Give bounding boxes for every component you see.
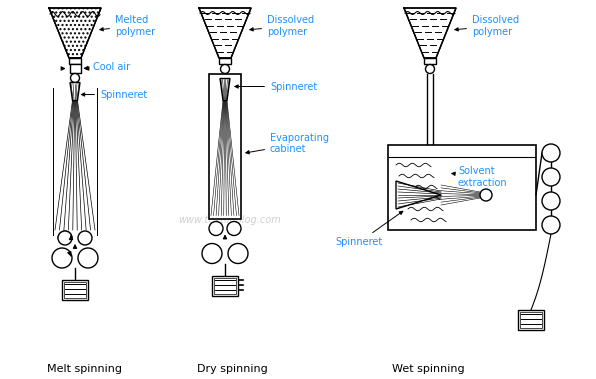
Circle shape	[542, 144, 560, 162]
Polygon shape	[199, 8, 251, 58]
Circle shape	[70, 74, 79, 83]
Text: Dry spinning: Dry spinning	[197, 364, 268, 374]
Circle shape	[209, 221, 223, 235]
Bar	[69, 58, 81, 64]
Polygon shape	[404, 8, 456, 58]
Circle shape	[228, 243, 248, 263]
Circle shape	[78, 248, 98, 268]
Polygon shape	[396, 181, 441, 209]
Polygon shape	[220, 78, 230, 100]
Text: Spinneret: Spinneret	[235, 81, 317, 91]
Circle shape	[426, 64, 434, 74]
Circle shape	[542, 192, 560, 210]
Circle shape	[480, 189, 492, 201]
Circle shape	[78, 231, 92, 245]
Circle shape	[221, 64, 229, 74]
Bar	[424, 58, 436, 64]
Bar	[62, 280, 88, 300]
Text: www.textileblog.com: www.textileblog.com	[179, 215, 281, 225]
Bar	[209, 74, 241, 219]
Circle shape	[52, 248, 72, 268]
Circle shape	[542, 168, 560, 186]
Text: Evaporating
cabinet: Evaporating cabinet	[246, 133, 329, 154]
Bar	[70, 64, 80, 73]
Bar	[219, 58, 231, 64]
Bar	[212, 276, 238, 296]
Text: Solvent
extraction: Solvent extraction	[452, 166, 508, 188]
Text: Cool air: Cool air	[85, 62, 130, 72]
Bar	[518, 310, 544, 330]
Circle shape	[202, 243, 222, 263]
Circle shape	[58, 231, 72, 245]
Polygon shape	[70, 83, 80, 100]
Text: Dissolved
polymer: Dissolved polymer	[250, 15, 314, 37]
Polygon shape	[49, 8, 101, 58]
Text: Melted
polymer: Melted polymer	[100, 15, 155, 37]
Text: Melt spinning: Melt spinning	[47, 364, 122, 374]
Text: Dissolved
polymer: Dissolved polymer	[455, 15, 519, 37]
Bar	[214, 277, 236, 293]
Circle shape	[542, 216, 560, 234]
Text: Spinneret: Spinneret	[336, 211, 403, 247]
Bar	[388, 145, 536, 230]
Bar	[520, 312, 542, 328]
Text: Wet spinning: Wet spinning	[392, 364, 465, 374]
Bar	[64, 282, 86, 298]
Circle shape	[227, 221, 241, 235]
Text: Spinneret: Spinneret	[82, 89, 147, 100]
